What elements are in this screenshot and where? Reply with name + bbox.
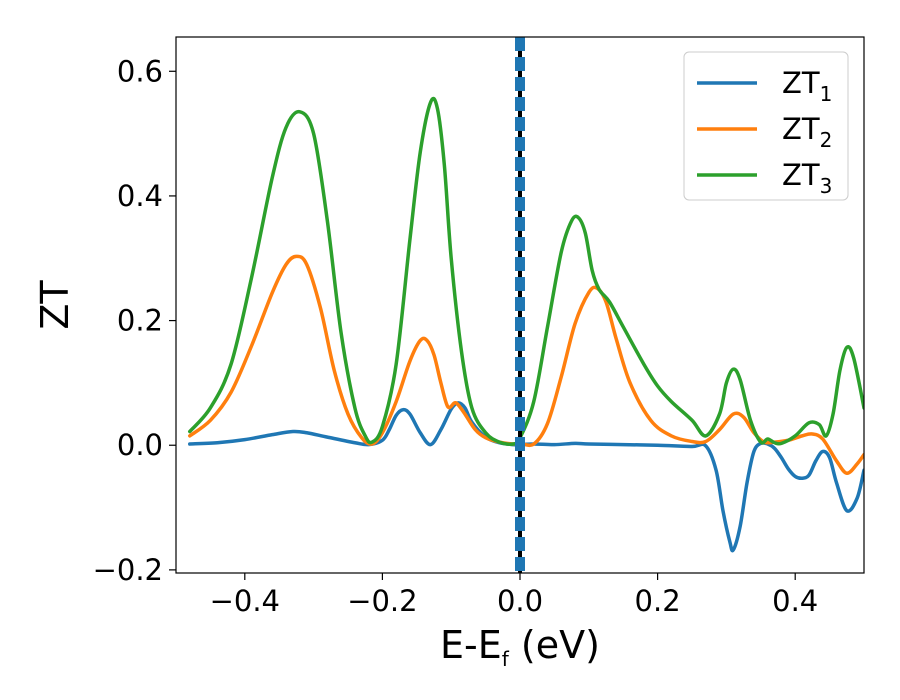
x-axis-label: E-Ef (eV) xyxy=(440,623,600,671)
y-tick-label: 0.0 xyxy=(117,428,163,462)
y-tick-label: 0.4 xyxy=(117,179,163,213)
legend-box xyxy=(683,51,849,201)
x-tick-label: 0.2 xyxy=(635,584,681,618)
y-tick-label: −0.2 xyxy=(93,553,163,587)
y-tick-label: 0.2 xyxy=(117,304,163,338)
legend-label-zt1: ZT1 xyxy=(782,66,832,106)
x-tick-label: 0.0 xyxy=(497,584,543,618)
y-tick-label: 0.6 xyxy=(117,54,163,88)
x-tick-label: −0.2 xyxy=(347,584,417,618)
legend: ZT1 ZT2 ZT3 xyxy=(683,51,849,201)
y-axis-label: ZT xyxy=(33,280,77,330)
legend-label-zt2: ZT2 xyxy=(782,112,832,152)
x-tick-label: 0.4 xyxy=(772,584,818,618)
legend-label-zt3: ZT3 xyxy=(782,158,832,198)
series-line-zt1 xyxy=(188,401,864,553)
x-tick-label: −0.4 xyxy=(210,584,280,618)
series-line-zt2 xyxy=(188,254,864,476)
series-line-zt3 xyxy=(188,96,864,447)
